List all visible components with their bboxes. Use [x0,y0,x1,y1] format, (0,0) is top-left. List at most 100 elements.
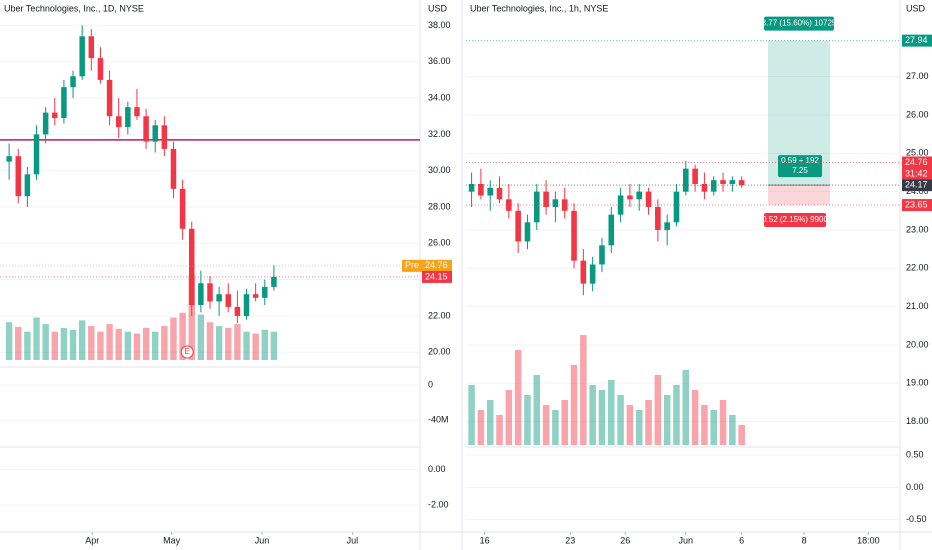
volume-bar [477,410,485,445]
ratio-sublabel: 7.25 [792,166,808,175]
candle-body [243,294,250,316]
volume-bar [589,385,596,445]
candle-body [152,125,158,142]
volume-bar [552,410,559,445]
candle-body [552,199,559,207]
pane-tick-label: 0 [428,379,433,389]
y-tick-label: 22.00 [906,263,929,273]
volume-bar [738,425,745,445]
candle-body [589,264,596,284]
candle-body [627,195,633,200]
price-badge [422,259,452,272]
candle-body [134,107,140,117]
volume-bar [645,400,652,445]
candle-body [738,180,745,186]
y-tick-label: 25.00 [906,148,929,158]
candle-body [664,222,670,230]
price-badge [902,179,932,192]
y-tick-label: 20.00 [906,339,929,349]
candle-body [170,148,177,189]
volume-bar [626,405,634,445]
volume-bar [729,415,736,445]
x-tick-label: Jun [255,535,270,545]
volume-bar [225,327,232,360]
y-tick-label: 26.00 [428,238,451,248]
y-tick-label: 30.00 [428,165,451,175]
candle-body [543,191,549,207]
volume-bar [42,324,49,360]
candle-body [6,156,12,162]
candle-body [729,180,736,184]
candle-body [33,134,40,175]
price-label: 24.76 [905,157,928,167]
price-tag [402,259,422,272]
volume-bar [51,331,58,360]
candle-body [599,245,605,265]
volume-bar [179,312,186,360]
volume-bar [570,365,578,445]
x-tick-label: 6 [739,535,744,545]
price-badge [902,156,932,169]
candle-body [252,294,259,298]
candle-body [496,187,503,200]
volume-bar [206,322,214,360]
price-badge [902,199,932,212]
volume-bar [261,329,268,360]
chart-title: Uber Technologies, Inc., 1h, NYSE [470,3,608,13]
candle-body [115,116,122,128]
volume-bar [580,335,587,445]
price-label: 24.17 [905,180,928,190]
volume-bar [710,410,717,445]
stop-badge [764,213,826,228]
volume-bar [468,385,475,445]
candle-body [189,228,195,306]
price-badge [422,270,452,283]
x-tick-label: Jul [347,535,359,545]
volume-bar [133,333,141,360]
y-tick-label: 18.00 [906,416,929,426]
volume-bar [5,322,13,360]
price-tag-label: Pre [405,260,419,270]
candle-body [225,294,231,307]
x-tick-label: 18:00 [857,535,880,545]
candle-body [487,187,494,196]
pane-tick-label: -2.00 [428,499,449,509]
candle-body [478,183,484,196]
volume-bar [142,327,150,360]
candle-body [125,107,131,128]
volume-bar [598,390,606,445]
y-tick-label: 36.00 [428,56,451,66]
y-tick-label: 38.00 [428,20,451,30]
volume-bar [608,380,615,445]
target-label: 3.77 (15.60%) 10725 [762,19,837,28]
candle-body [710,180,717,192]
volume-bar [270,331,278,360]
volume-bar [161,326,168,360]
earnings-box [180,345,194,359]
x-tick-label: 26 [620,535,630,545]
candle-body [636,191,643,200]
y-tick-label: 32.00 [428,129,451,139]
volume-bar [496,415,503,445]
volume-bar [234,324,241,360]
pane-tick-label: 0.00 [906,482,924,492]
volume-bar [33,317,40,360]
pane-tick-label: 0.50 [906,450,924,460]
target-badge [764,16,834,31]
volume-bar [97,331,104,360]
y-tick-label: 27.00 [906,71,929,81]
volume-bar [215,326,223,360]
volume-bar [542,405,550,445]
volume-bar [533,375,541,445]
price-badge [902,34,932,47]
volume-bar [170,317,177,360]
volume-bar [701,405,708,445]
volume-bar [691,390,699,445]
candle-body [61,87,67,119]
candle-body [533,191,540,223]
volume-bar [152,331,159,360]
volume-bar [561,400,568,445]
candle-body [720,180,726,184]
candle-body [673,191,680,223]
candle-body [15,156,21,197]
